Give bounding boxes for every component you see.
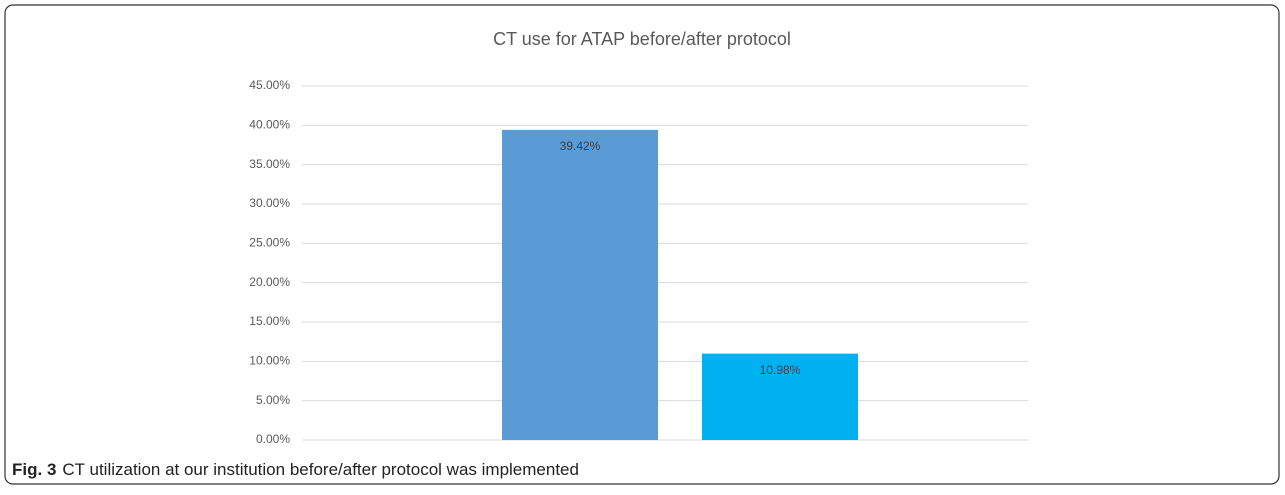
y-tick-label: 45.00% [249, 78, 290, 92]
y-tick-label: 20.00% [249, 275, 290, 289]
caption-text: CT utilization at our institution before… [62, 460, 579, 479]
caption-label: Fig. 3 [12, 460, 56, 479]
y-tick-label: 0.00% [256, 432, 290, 446]
caption: Fig. 3 CT utilization at our institution … [12, 460, 579, 479]
y-tick-label: 5.00% [256, 393, 290, 407]
bar [502, 129, 658, 440]
data-label: 39.42% [560, 139, 601, 153]
y-tick-label: 40.00% [249, 118, 290, 132]
y-tick-label: 30.00% [249, 196, 290, 210]
y-tick-label: 25.00% [249, 236, 290, 250]
figure-frame [4, 4, 1280, 485]
data-label: 10.98% [760, 363, 801, 377]
bar [702, 353, 858, 440]
y-tick-label: 35.00% [249, 157, 290, 171]
chart-title: CT use for ATAP before/after protocol [493, 29, 791, 49]
y-tick-label: 15.00% [249, 314, 290, 328]
y-tick-label: 10.00% [249, 354, 290, 368]
